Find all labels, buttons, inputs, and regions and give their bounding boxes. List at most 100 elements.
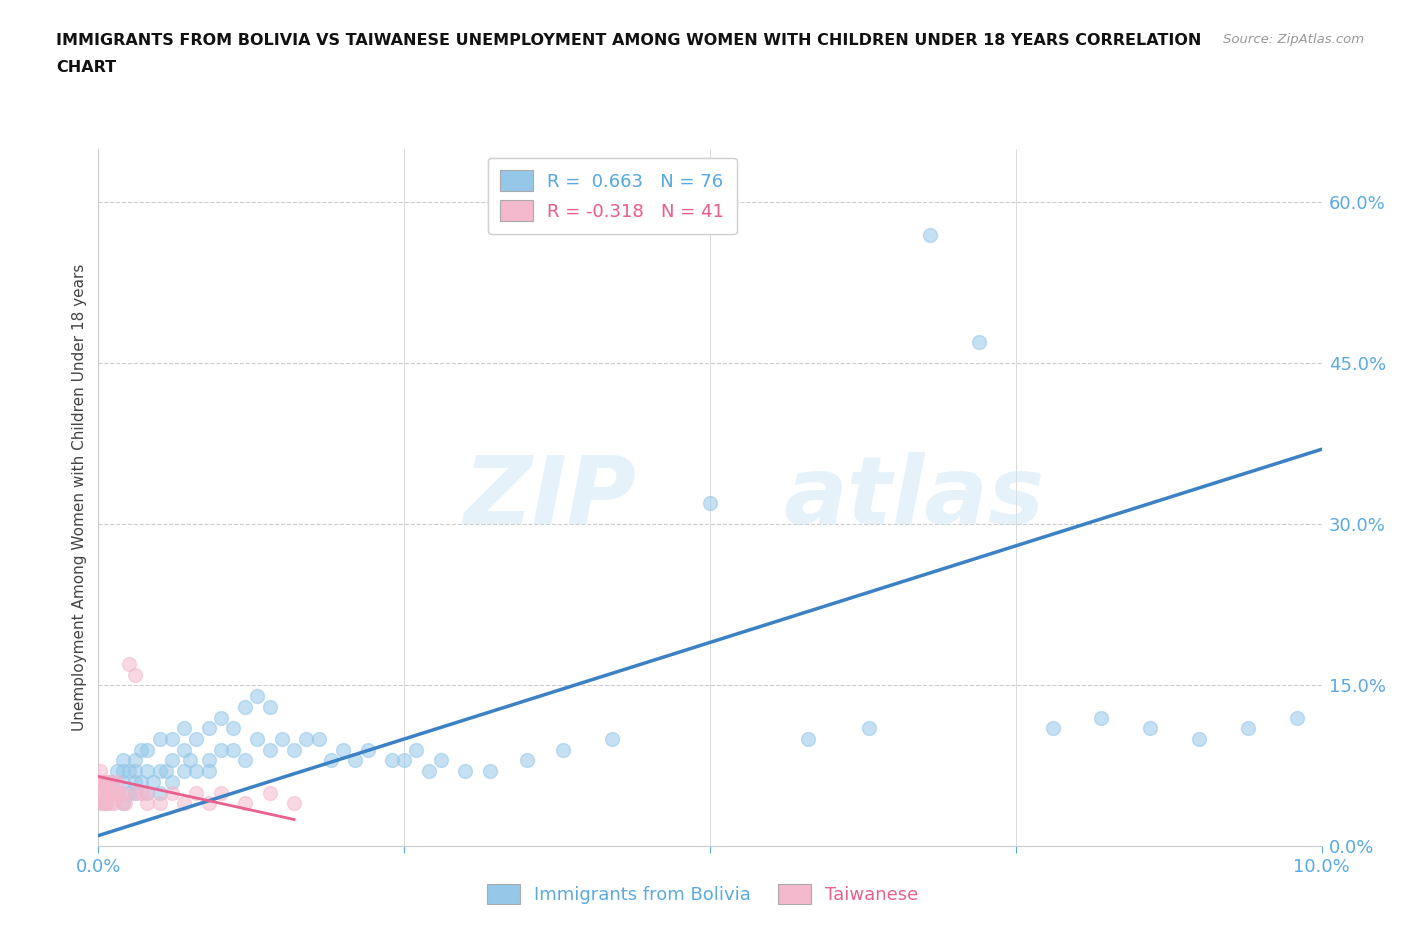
Point [124,667,146,682]
Point [283,796,305,811]
Point [124,753,146,768]
Point [246,688,269,703]
Point [197,764,219,778]
Point [105,785,128,800]
Point [454,764,477,778]
Point [1090,711,1112,725]
Point [197,721,219,736]
Point [97,785,120,800]
Point [160,785,183,800]
Point [186,764,208,778]
Point [233,753,256,768]
Point [103,796,125,811]
Point [553,742,575,757]
Point [179,753,201,768]
Point [111,775,134,790]
Point [173,796,195,811]
Point [381,753,404,768]
Point [430,753,453,768]
Point [90,785,112,800]
Point [246,732,269,747]
Point [111,796,134,811]
Point [356,742,378,757]
Legend: Immigrants from Bolivia, Taiwanese: Immigrants from Bolivia, Taiwanese [481,876,925,911]
Point [1237,721,1260,736]
Point [124,785,146,800]
Point [173,764,195,778]
Point [124,764,146,778]
Text: Source: ZipAtlas.com: Source: ZipAtlas.com [1223,33,1364,46]
Point [111,753,134,768]
Point [197,753,219,768]
Point [89,764,111,778]
Point [101,785,124,800]
Point [129,742,152,757]
Point [114,796,136,811]
Point [319,753,342,768]
Point [124,775,146,790]
Point [233,699,256,714]
Point [136,742,159,757]
Point [478,764,501,778]
Point [100,796,122,811]
Point [186,785,208,800]
Text: CHART: CHART [56,60,117,75]
Point [98,785,121,800]
Point [142,775,165,790]
Point [160,732,183,747]
Point [405,742,427,757]
Point [149,785,172,800]
Legend: R =  0.663   N = 76, R = -0.318   N = 41: R = 0.663 N = 76, R = -0.318 N = 41 [488,158,737,233]
Text: atlas: atlas [783,452,1045,543]
Point [233,796,256,811]
Point [1286,711,1309,725]
Point [308,732,330,747]
Point [967,335,990,350]
Point [186,732,208,747]
Point [222,721,245,736]
Point [136,785,159,800]
Point [94,785,117,800]
Point [96,775,118,790]
Point [516,753,538,768]
Point [1042,721,1064,736]
Point [259,785,281,800]
Point [920,227,942,242]
Point [91,785,114,800]
Point [91,775,114,790]
Point [858,721,880,736]
Point [136,796,159,811]
Point [149,796,172,811]
Point [100,785,122,800]
Point [209,711,232,725]
Point [1139,721,1161,736]
Point [111,796,134,811]
Point [100,775,122,790]
Text: ZIP: ZIP [464,452,637,543]
Point [295,732,318,747]
Point [91,775,114,790]
Point [93,796,115,811]
Point [124,785,146,800]
Point [136,785,159,800]
Point [797,732,820,747]
Point [173,742,195,757]
Point [111,764,134,778]
Point [129,775,152,790]
Point [91,796,114,811]
Point [100,775,122,790]
Point [197,796,219,811]
Point [1188,732,1211,747]
Y-axis label: Unemployment Among Women with Children Under 18 years: Unemployment Among Women with Children U… [72,264,87,731]
Point [93,775,115,790]
Point [332,742,354,757]
Point [129,785,152,800]
Point [90,775,112,790]
Point [209,742,232,757]
Point [259,742,281,757]
Point [118,764,141,778]
Point [118,657,141,671]
Point [105,785,128,800]
Point [600,732,623,747]
Point [93,796,115,811]
